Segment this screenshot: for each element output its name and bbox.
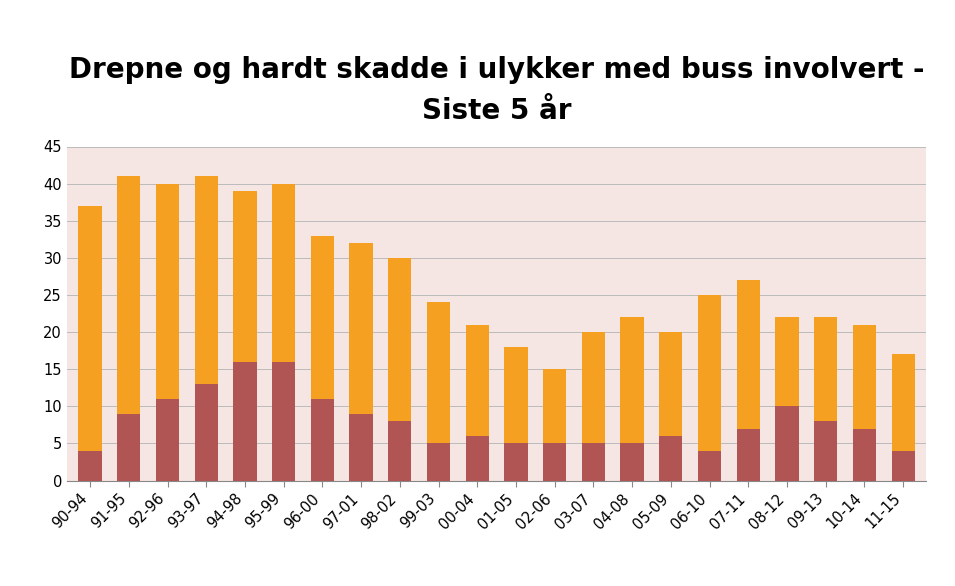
Bar xyxy=(117,176,140,414)
Bar xyxy=(892,451,915,481)
Bar xyxy=(427,444,450,481)
Bar xyxy=(272,362,295,481)
Bar xyxy=(195,384,218,481)
Bar xyxy=(272,183,295,362)
Bar xyxy=(233,191,257,362)
Bar xyxy=(582,332,605,444)
Bar xyxy=(814,317,838,421)
Bar xyxy=(698,295,721,451)
Bar xyxy=(117,414,140,481)
Bar xyxy=(233,362,257,481)
Bar xyxy=(814,421,838,481)
Bar xyxy=(775,317,798,406)
Bar xyxy=(78,451,101,481)
Bar xyxy=(736,280,760,428)
Bar xyxy=(698,451,721,481)
Bar xyxy=(388,258,412,421)
Bar xyxy=(466,436,489,481)
Bar xyxy=(853,428,876,481)
Bar xyxy=(350,243,372,414)
Bar xyxy=(621,444,644,481)
Bar xyxy=(156,399,180,481)
Bar xyxy=(892,355,915,451)
Bar xyxy=(775,406,798,481)
Bar xyxy=(466,325,489,436)
Bar xyxy=(582,444,605,481)
Bar xyxy=(543,444,566,481)
Bar xyxy=(504,444,527,481)
Bar xyxy=(350,414,372,481)
Bar xyxy=(427,302,450,444)
Bar xyxy=(504,347,527,444)
Title: Drepne og hardt skadde i ulykker med buss involvert -
Siste 5 år: Drepne og hardt skadde i ulykker med bus… xyxy=(69,56,924,125)
Bar xyxy=(195,176,218,384)
Bar xyxy=(388,421,412,481)
Bar xyxy=(543,369,566,444)
Bar xyxy=(310,236,334,399)
Bar xyxy=(659,332,683,436)
Bar xyxy=(156,183,180,399)
Bar xyxy=(310,399,334,481)
Bar xyxy=(659,436,683,481)
Bar xyxy=(853,325,876,428)
Bar xyxy=(78,206,101,451)
Bar xyxy=(621,317,644,444)
Bar xyxy=(736,428,760,481)
